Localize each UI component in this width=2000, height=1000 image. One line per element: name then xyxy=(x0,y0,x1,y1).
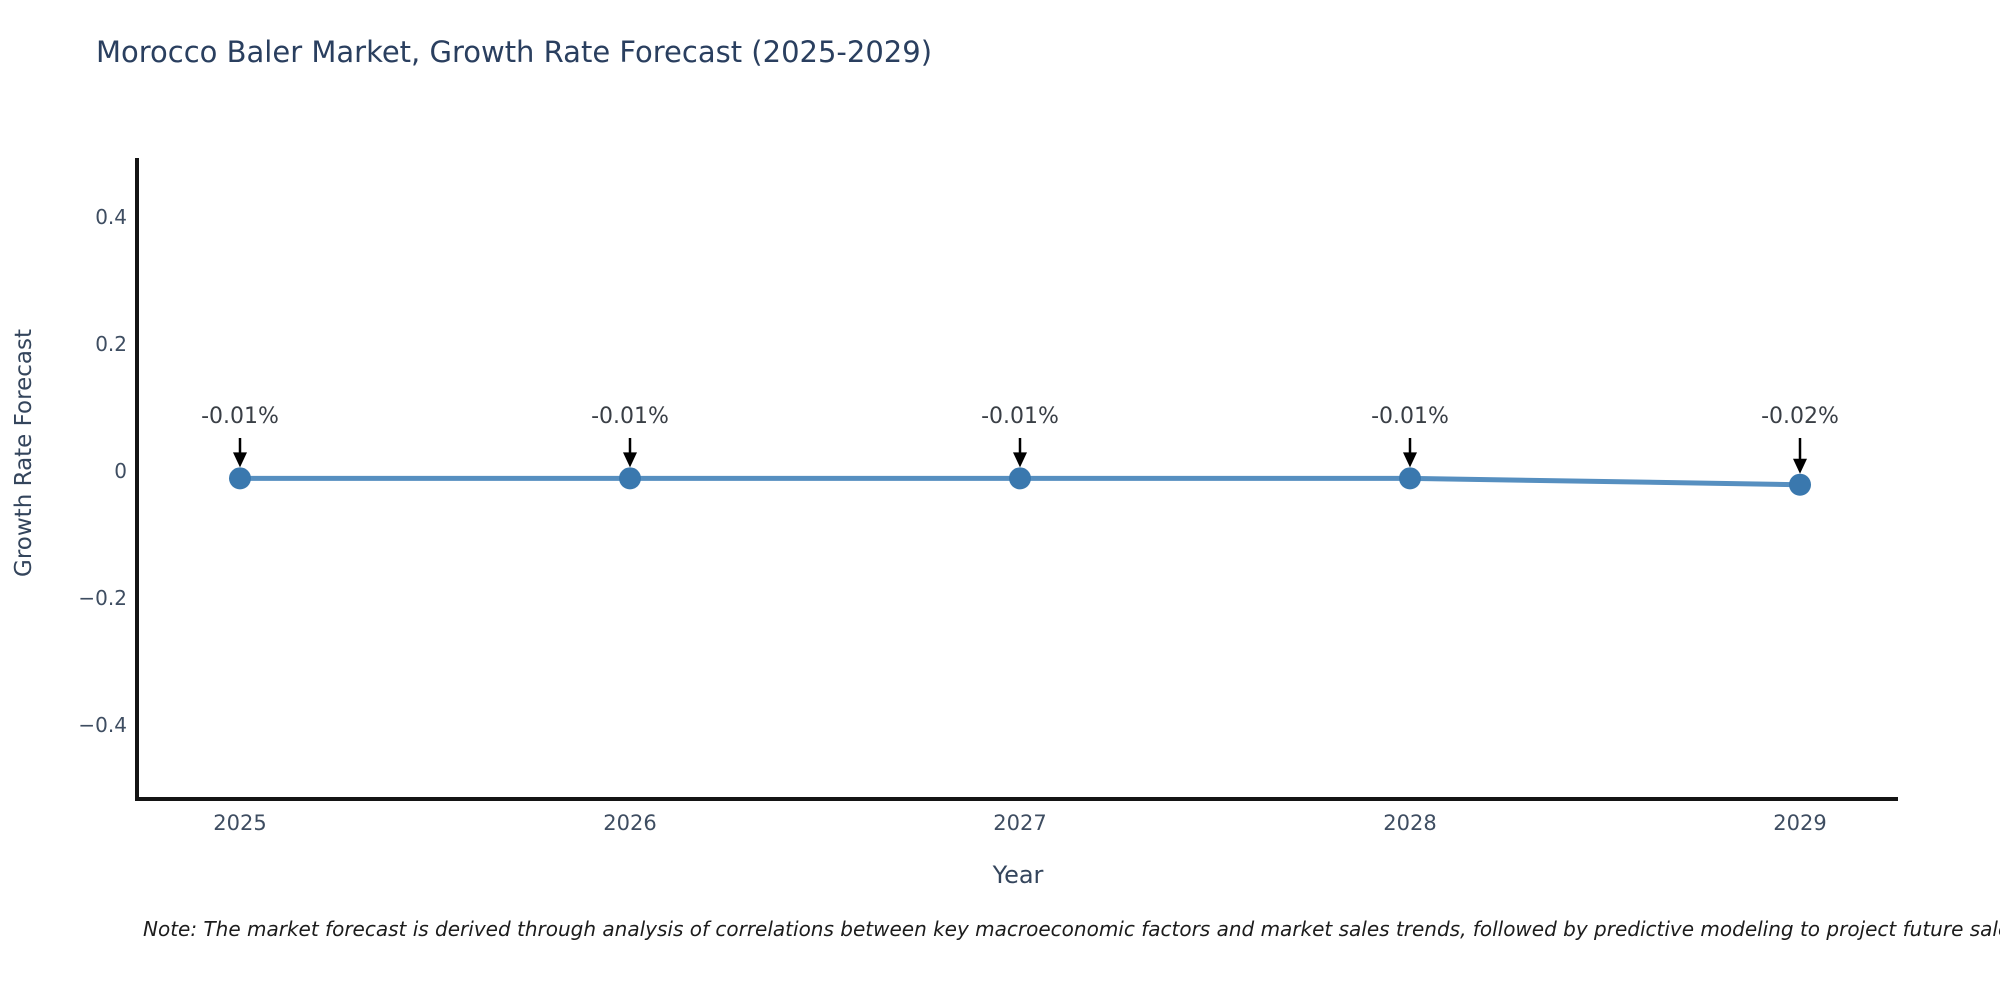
annotation-arrow-head xyxy=(233,452,247,468)
x-tick-label: 2029 xyxy=(1773,811,1827,835)
annotation-arrow-head xyxy=(1793,458,1807,474)
x-tick-label: 2026 xyxy=(603,811,657,835)
y-axis-title: Growth Rate Forecast xyxy=(11,329,37,577)
y-tick-label: −0.2 xyxy=(78,586,127,610)
chart-title: Morocco Baler Market, Growth Rate Foreca… xyxy=(96,35,933,69)
x-axis-title: Year xyxy=(992,861,1044,889)
x-tick-label: 2028 xyxy=(1383,811,1437,835)
data-point-marker xyxy=(1789,473,1811,496)
point-value-label: -0.01% xyxy=(591,404,669,429)
data-point-marker xyxy=(619,467,641,490)
point-value-label: -0.02% xyxy=(1761,404,1839,429)
data-point-marker xyxy=(229,467,251,490)
footnote: Note: The market forecast is derived thr… xyxy=(143,917,2000,941)
point-value-label: -0.01% xyxy=(201,404,279,429)
y-tick-label: 0.2 xyxy=(95,332,127,356)
data-point-marker xyxy=(1009,467,1031,490)
data-point-marker xyxy=(1399,467,1421,490)
annotation-arrow-head xyxy=(1403,452,1417,468)
x-tick-label: 2025 xyxy=(213,811,267,835)
y-tick-label: 0 xyxy=(114,459,127,483)
point-value-label: -0.01% xyxy=(981,404,1059,429)
annotation-arrow-head xyxy=(1013,452,1027,468)
point-value-label: -0.01% xyxy=(1371,404,1449,429)
x-tick-label: 2027 xyxy=(993,811,1047,835)
y-tick-label: 0.4 xyxy=(95,205,127,229)
y-tick-label: −0.4 xyxy=(78,713,127,737)
annotation-arrow-head xyxy=(623,452,637,468)
